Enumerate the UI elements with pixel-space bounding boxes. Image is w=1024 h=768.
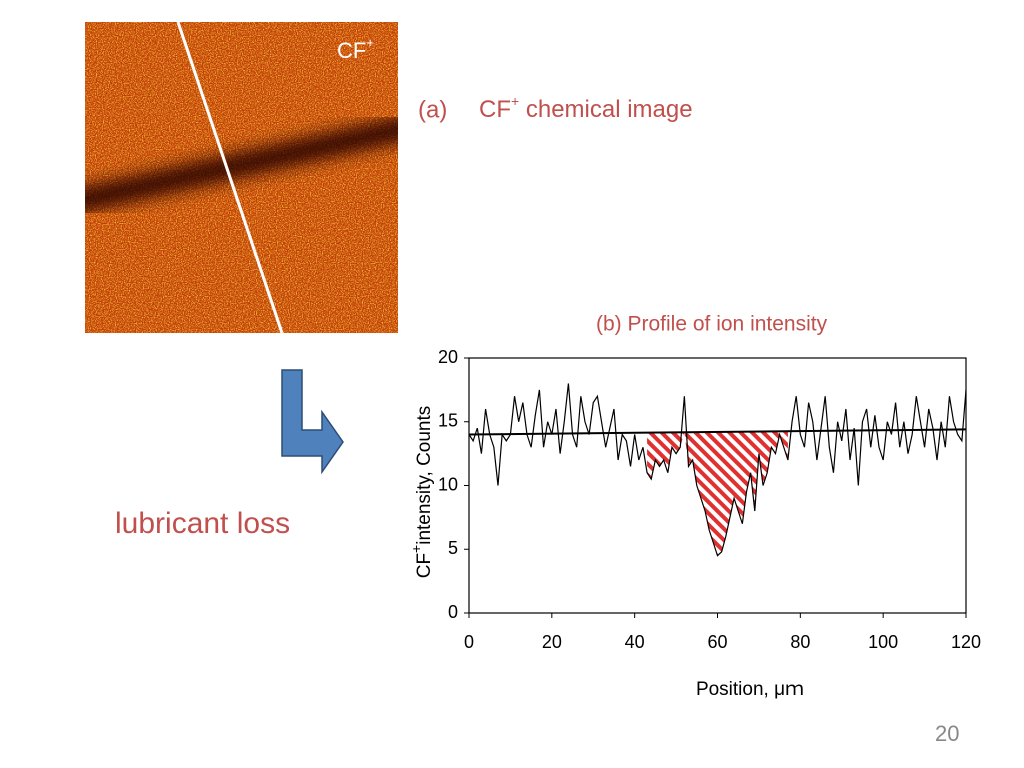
shaded-area bbox=[647, 431, 788, 556]
reference-line bbox=[468, 428, 967, 436]
x-tick-label: 100 bbox=[868, 632, 898, 652]
y-tick-label: 15 bbox=[438, 411, 458, 431]
chemical-image bbox=[85, 22, 398, 333]
y-tick-label: 20 bbox=[438, 347, 458, 367]
y-label-sup: + bbox=[408, 545, 424, 553]
y-axis-label: CF+intensity, Counts bbox=[408, 406, 435, 579]
page-number: 20 bbox=[935, 721, 959, 746]
caption-b: (b) Profile of ion intensity bbox=[596, 313, 828, 336]
x-tick-label: 60 bbox=[707, 632, 727, 652]
note: lubricant loss bbox=[115, 507, 290, 540]
caption-a-tag: (a) bbox=[418, 96, 447, 123]
chart: 0 5 10 15 20 0 20 40 60 80 100 120 Position, μｍ CF+in… bbox=[408, 347, 981, 700]
y-tick-label: 5 bbox=[448, 538, 458, 558]
caption-a: CF+ chemical image bbox=[479, 93, 693, 124]
arrow bbox=[281, 369, 344, 475]
x-axis-label: Position, μｍ bbox=[696, 679, 804, 700]
x-tick-label: 0 bbox=[464, 632, 474, 652]
y-tick-label: 10 bbox=[438, 474, 458, 494]
x-tick-label: 80 bbox=[790, 632, 810, 652]
x-tick-label: 20 bbox=[542, 632, 562, 652]
image-label: CF+ bbox=[337, 35, 374, 62]
x-tick-label: 120 bbox=[951, 632, 981, 652]
y-tick-label: 0 bbox=[448, 602, 458, 622]
y-label-base: CF bbox=[414, 553, 435, 578]
x-tick-label: 40 bbox=[625, 632, 645, 652]
y-label-rest: intensity, Counts bbox=[414, 406, 435, 545]
